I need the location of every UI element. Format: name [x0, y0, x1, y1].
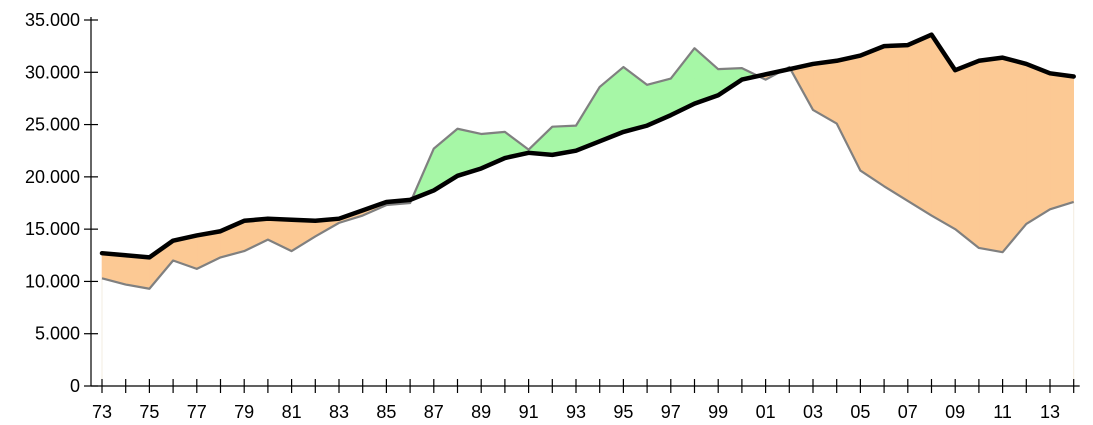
y-tick-label: 20.000 [25, 167, 80, 187]
y-tick-label: 5.000 [35, 324, 80, 344]
x-tick-label: 05 [850, 402, 870, 422]
x-tick-label: 89 [471, 402, 491, 422]
difference-fills [101, 33, 1075, 386]
fill-below-segment [1049, 72, 1074, 210]
y-tick-label: 10.000 [25, 271, 80, 291]
fill-below-segment [836, 55, 861, 171]
fill-below-segment [883, 44, 909, 202]
y-tick-label: 15.000 [25, 219, 80, 239]
x-tick-label: 99 [708, 402, 728, 422]
series-lines [99, 32, 1076, 290]
x-tick-label: 91 [519, 402, 539, 422]
y-tick-label: 35.000 [25, 10, 80, 30]
fill-below-segment [291, 219, 316, 252]
x-tick-label: 81 [282, 402, 302, 422]
fill-below-segment [978, 57, 1003, 253]
fill-below-segment [907, 34, 932, 217]
x-tick-label: 87 [424, 402, 444, 422]
fill-below-segment [954, 60, 980, 249]
x-tick-label: 73 [92, 402, 112, 422]
x-tick-label: 93 [566, 402, 586, 422]
fill-below-segment [1002, 57, 1027, 253]
y-tick-label: 25.000 [25, 115, 80, 135]
x-tick-label: 97 [661, 402, 681, 422]
series-line-bold [99, 32, 1076, 260]
x-tick-label: 77 [187, 402, 207, 422]
x-tick-label: 11 [993, 402, 1012, 422]
x-tick-label: 01 [756, 402, 776, 422]
fill-below-segment [812, 60, 838, 125]
x-tick-label: 79 [234, 402, 254, 422]
x-tick-label: 85 [376, 402, 396, 422]
x-tick-label: 03 [803, 402, 823, 422]
axes [90, 17, 1080, 387]
x-tick-label: 75 [139, 402, 159, 422]
x-tick-label: 95 [613, 402, 633, 422]
y-tick-label: 0 [70, 376, 80, 396]
x-tick-label: 13 [1040, 402, 1060, 422]
fill-below-segment [860, 45, 885, 187]
x-tick-label: 07 [898, 402, 918, 422]
x-tick-label: 83 [329, 402, 349, 422]
y-axis-ticks: 0 5.000 10.000 15.000 20.000 25.000 30.000 35.0… [25, 10, 98, 396]
series-line-thin [101, 47, 1075, 290]
y-tick-label: 30.000 [25, 62, 80, 82]
fill-below-segment [1026, 63, 1051, 225]
x-axis-ticks: 73 75 77 79 81 83 85 87 89 91 93 95 97 99 01 03 05 07 09 11… [92, 379, 1075, 422]
fill-below-segment [125, 254, 150, 290]
x-tick-label: 09 [945, 402, 965, 422]
